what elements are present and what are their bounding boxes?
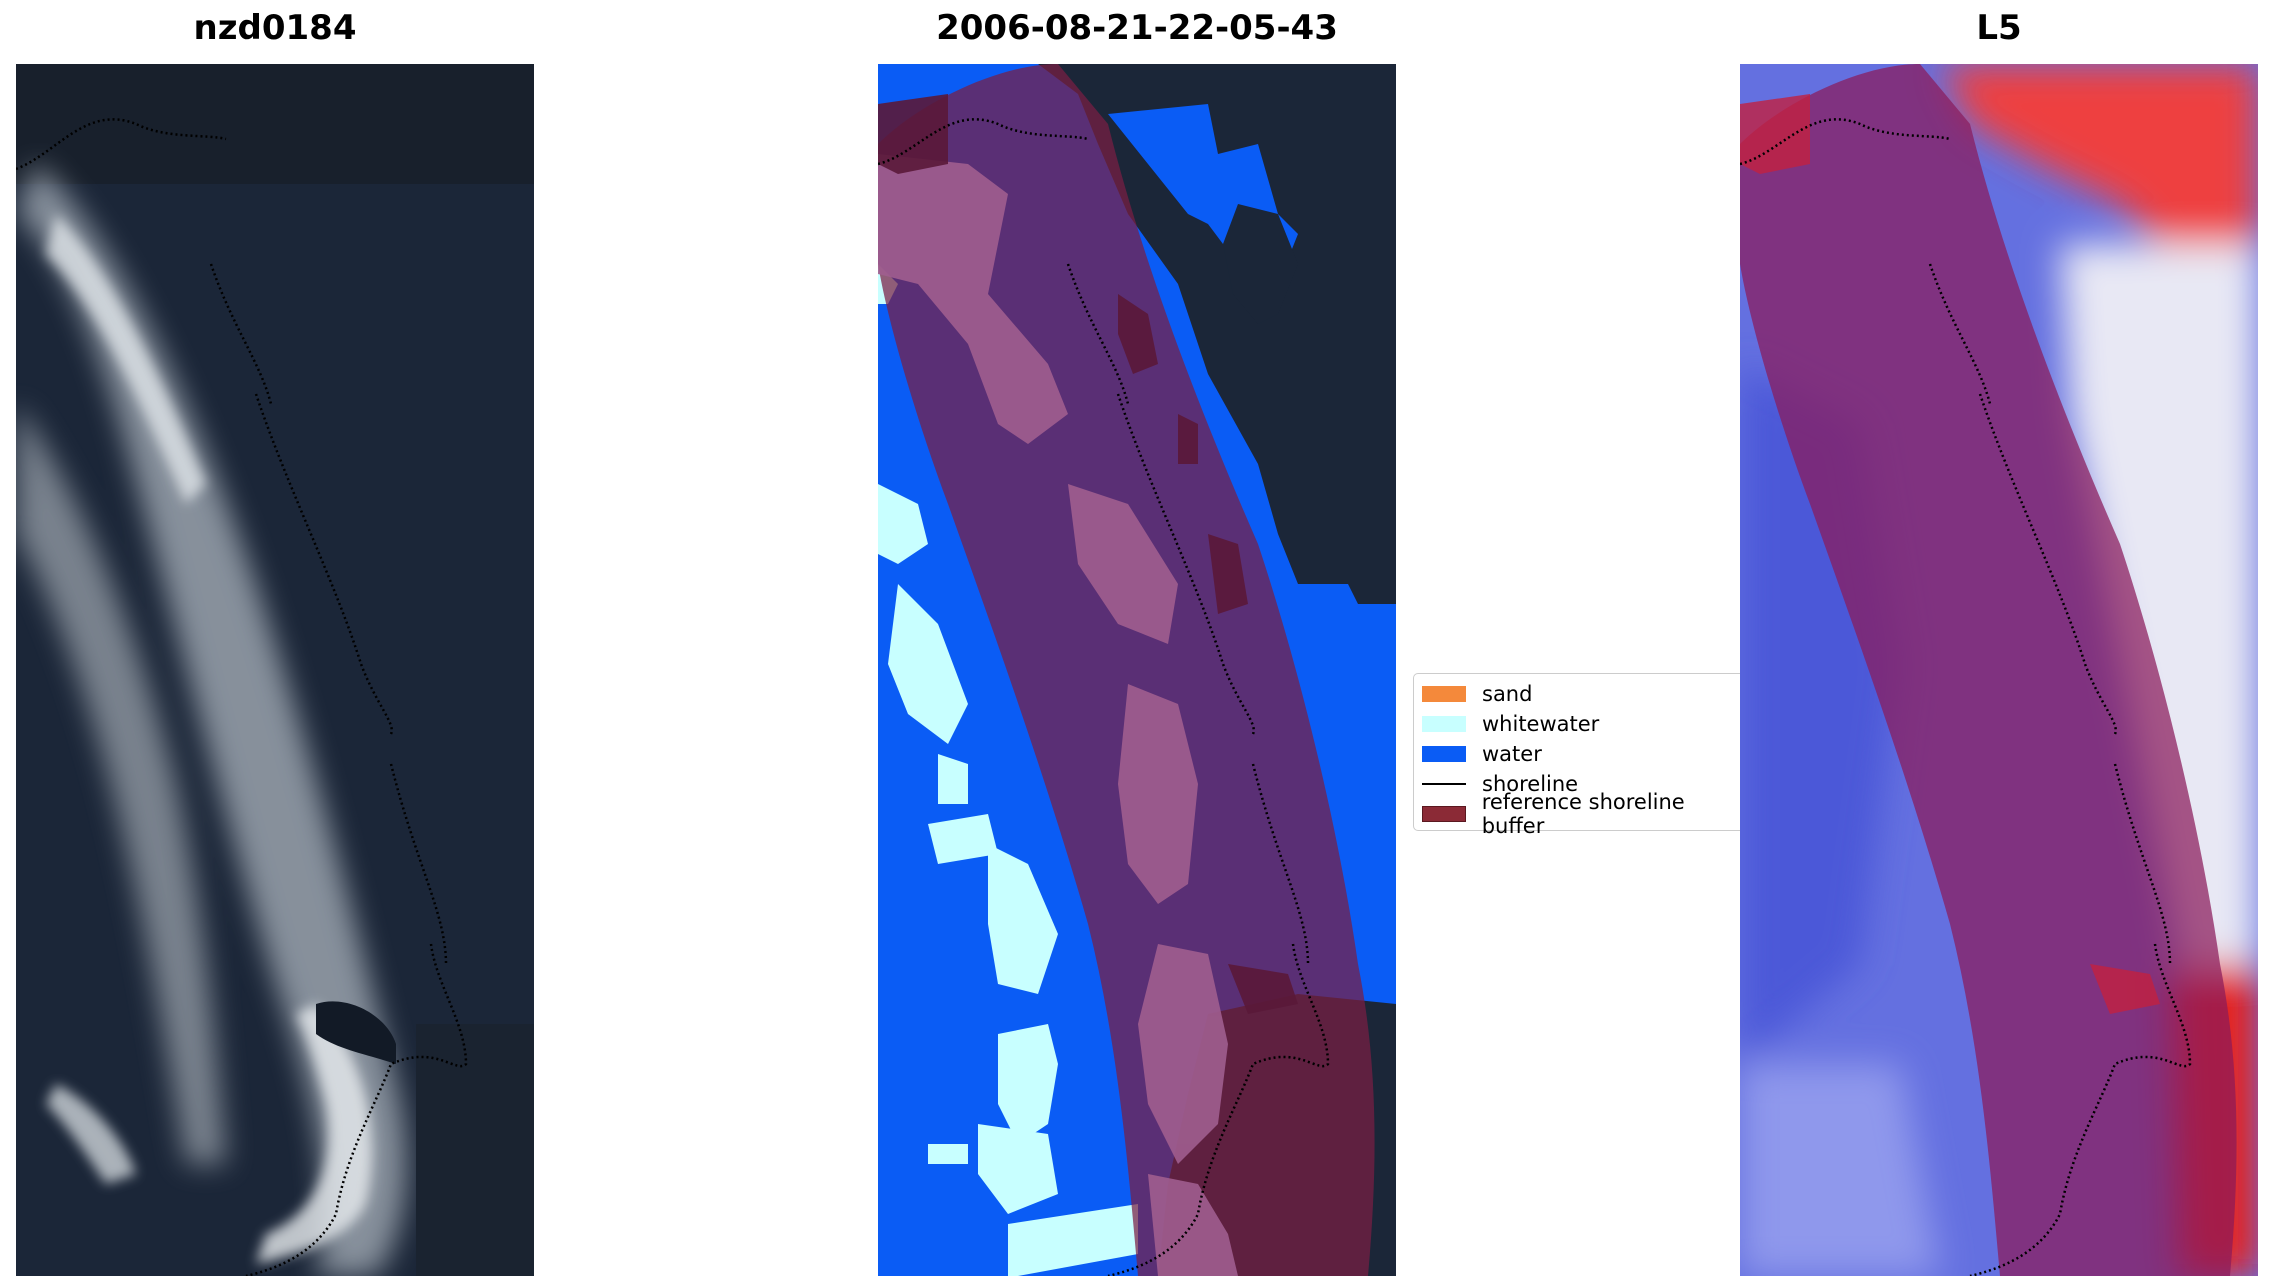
- sand-swatch: [1422, 686, 1466, 702]
- legend-item-whitewater: whitewater: [1422, 710, 1599, 738]
- panel-title-index: L5: [1976, 8, 2022, 48]
- buffer-swatch: [1422, 806, 1466, 822]
- legend-item-water: water: [1422, 740, 1542, 768]
- panel-title-classification: 2006-08-21-22-05-43: [936, 8, 1338, 48]
- legend: sand whitewater water shoreline referenc…: [1413, 673, 1753, 838]
- legend-label-buffer: reference shoreline buffer: [1481, 790, 1685, 838]
- legend-label-sand: sand: [1482, 682, 1533, 706]
- legend-label-shoreline: shoreline: [1482, 772, 1579, 796]
- shoreline-swatch: [1422, 783, 1466, 785]
- l5-index-image: [1740, 64, 2258, 1276]
- legend-label-water: water: [1482, 742, 1542, 766]
- legend-label-whitewater: whitewater: [1482, 712, 1600, 736]
- panel-title-rgb: nzd0184: [193, 8, 357, 48]
- legend-item-shoreline: shoreline: [1422, 770, 1578, 798]
- legend-item-sand: sand: [1422, 680, 1532, 708]
- legend-item-buffer: reference shoreline buffer: [1422, 790, 1752, 838]
- rgb-satellite-image: [16, 64, 534, 1276]
- classification-image: [878, 64, 1396, 1276]
- whitewater-swatch: [1422, 716, 1466, 732]
- water-swatch: [1422, 746, 1466, 762]
